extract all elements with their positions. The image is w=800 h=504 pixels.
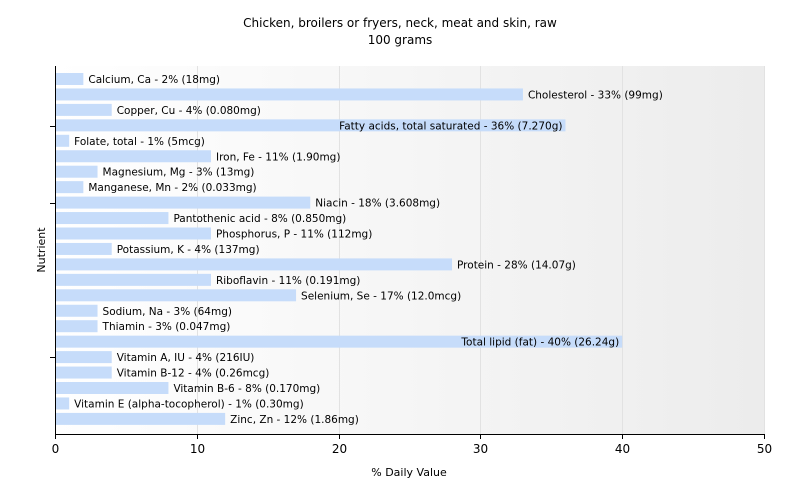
bar-label: Calcium, Ca - 2% (18mg) [88, 74, 220, 86]
bar [56, 227, 211, 240]
bar [56, 397, 70, 410]
bar-label: Cholesterol - 33% (99mg) [528, 89, 663, 101]
x-tick-label: 30 [473, 442, 488, 456]
bar [56, 196, 311, 209]
bar-label: Manganese, Mn - 2% (0.033mg) [88, 182, 256, 194]
bar [56, 412, 226, 425]
bar [56, 258, 453, 271]
bar [56, 242, 112, 255]
bar-label: Magnesium, Mg - 3% (13mg) [103, 167, 255, 179]
bar-label: Protein - 28% (14.07g) [457, 259, 576, 271]
y-axis-label: Nutrient [35, 227, 48, 273]
bar [56, 289, 297, 302]
bar [56, 304, 98, 317]
bar-label: Vitamin E (alpha-tocopherol) - 1% (0.30m… [74, 398, 304, 410]
bar [56, 181, 84, 194]
chart-subtitle: 100 grams [368, 33, 433, 47]
bar [56, 366, 112, 379]
bar-label: Thiamin - 3% (0.047mg) [102, 321, 231, 333]
bar [56, 351, 112, 364]
x-tick-label: 0 [52, 442, 60, 456]
bar-label: Pantothenic acid - 8% (0.850mg) [173, 213, 346, 225]
chart-title: Chicken, broilers or fryers, neck, meat … [243, 16, 557, 30]
bar-label: Total lipid (fat) - 40% (26.24g) [460, 337, 619, 349]
x-tick-label: 10 [190, 442, 205, 456]
bar-label: Copper, Cu - 4% (0.080mg) [117, 105, 261, 117]
x-axis-label: % Daily Value [371, 466, 447, 479]
bar-label: Sodium, Na - 3% (64mg) [103, 306, 232, 318]
bar-label: Fatty acids, total saturated - 36% (7.27… [339, 120, 562, 132]
bar [56, 273, 211, 286]
bar [56, 119, 566, 132]
x-tick-label: 40 [615, 442, 630, 456]
bar [56, 165, 98, 178]
bars: Calcium, Ca - 2% (18mg) Cholesterol - 33%… [56, 73, 663, 426]
x-tick-label: 50 [757, 442, 772, 456]
bar-label: Zinc, Zn - 12% (1.86mg) [230, 414, 359, 426]
bar [56, 134, 70, 147]
x-tick-label: 20 [332, 442, 347, 456]
bar [56, 320, 98, 333]
bar-label: Potassium, K - 4% (137mg) [117, 244, 260, 256]
bar-label: Iron, Fe - 11% (1.90mg) [216, 151, 340, 163]
bar-label: Selenium, Se - 17% (12.0mcg) [301, 290, 461, 302]
bar-label: Vitamin A, IU - 4% (216IU) [117, 352, 255, 364]
bar [56, 103, 112, 116]
bar [56, 150, 211, 163]
bar-label: Phosphorus, P - 11% (112mg) [216, 229, 372, 241]
bar [56, 212, 169, 225]
bar-label: Vitamin B-6 - 8% (0.170mg) [173, 383, 320, 395]
bar-label: Niacin - 18% (3.608mg) [315, 198, 440, 210]
bar [56, 88, 523, 101]
bar [56, 382, 169, 394]
bar [56, 73, 84, 85]
bar-label: Riboflavin - 11% (0.191mg) [216, 275, 360, 287]
axes: 0 10 20 30 40 50 [50, 66, 772, 456]
bar-label: Vitamin B-12 - 4% (0.26mcg) [117, 368, 270, 380]
bar [56, 335, 623, 348]
bar-label: Folate, total - 1% (5mcg) [74, 136, 205, 148]
